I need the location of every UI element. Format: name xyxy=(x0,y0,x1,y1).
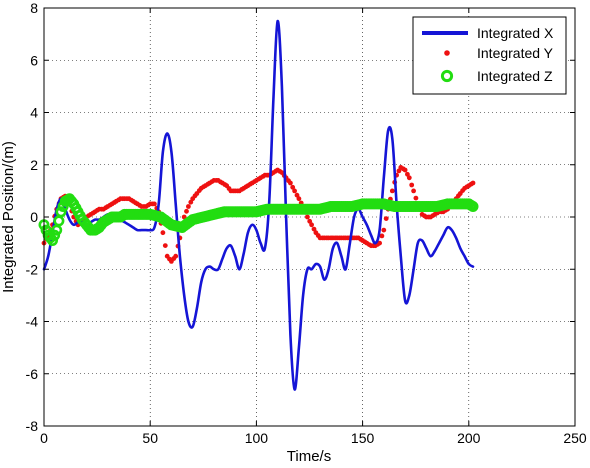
y-tick-label: -6 xyxy=(26,366,39,382)
x-tick-label: 50 xyxy=(142,430,158,446)
y-axis-label: Integrated Position/(m) xyxy=(0,141,17,293)
legend-swatch-z xyxy=(440,69,454,83)
point-integrated-y xyxy=(381,227,387,233)
point-integrated-y xyxy=(184,208,189,214)
point-integrated-y xyxy=(292,188,297,194)
point-integrated-y xyxy=(160,230,166,236)
legend-label-x: Integrated X xyxy=(477,25,554,41)
x-tick-label: 250 xyxy=(563,430,587,446)
legend-label-y: Integrated Y xyxy=(477,45,554,61)
point-integrated-z xyxy=(467,201,479,213)
point-integrated-y xyxy=(411,188,416,194)
point-integrated-y xyxy=(186,204,191,209)
point-integrated-y xyxy=(294,192,300,198)
point-integrated-y xyxy=(305,214,310,220)
point-integrated-y xyxy=(383,216,389,222)
point-integrated-y xyxy=(307,218,313,224)
point-integrated-y xyxy=(409,182,415,188)
point-integrated-z xyxy=(40,224,52,236)
y-tick-label: -4 xyxy=(26,314,39,330)
x-axis-label: Time/s xyxy=(287,448,331,465)
legend-box xyxy=(412,16,567,95)
point-integrated-y xyxy=(296,196,302,202)
point-integrated-z xyxy=(55,206,67,218)
x-tick-label: 100 xyxy=(245,430,269,446)
point-integrated-y xyxy=(309,222,314,228)
legend-label-z: Integrated Z xyxy=(477,68,553,84)
series-integrated-z xyxy=(38,193,479,247)
y-tick-label: 0 xyxy=(30,209,38,225)
point-integrated-y xyxy=(396,168,402,174)
y-tick-label: 6 xyxy=(30,52,38,68)
point-integrated-z xyxy=(49,229,61,241)
point-integrated-y xyxy=(188,199,194,205)
point-integrated-y xyxy=(470,180,476,186)
point-integrated-y xyxy=(152,201,157,207)
point-integrated-y xyxy=(413,195,419,201)
series-layer xyxy=(38,19,479,391)
point-integrated-y xyxy=(288,180,293,186)
y-tick-label: 2 xyxy=(30,157,38,173)
point-integrated-y xyxy=(405,171,410,177)
point-integrated-y xyxy=(162,243,168,249)
y-tick-label: -2 xyxy=(26,261,39,277)
legend-swatch-y xyxy=(444,50,450,56)
point-integrated-y xyxy=(402,167,408,173)
x-tick-label: 0 xyxy=(40,430,48,446)
y-tick-label: 8 xyxy=(30,0,38,16)
point-integrated-y xyxy=(406,175,412,181)
legend: Integrated X Integrated Y Integrated Z xyxy=(412,16,567,95)
y-tick-label: -8 xyxy=(26,418,39,434)
point-integrated-y xyxy=(173,253,179,259)
point-integrated-y xyxy=(379,233,385,239)
point-integrated-y xyxy=(290,184,296,190)
x-tick-label: 150 xyxy=(351,430,375,446)
y-tick-label: 4 xyxy=(30,105,38,121)
x-tick-label: 200 xyxy=(457,430,481,446)
axis-ticks: 0 50 100 150 200 250 8 6 4 2 0 -2 -4 -6 -8 xyxy=(26,0,587,446)
point-integrated-z xyxy=(46,235,58,247)
point-integrated-y xyxy=(311,226,317,232)
point-integrated-y xyxy=(389,188,395,194)
point-integrated-y xyxy=(377,240,382,246)
